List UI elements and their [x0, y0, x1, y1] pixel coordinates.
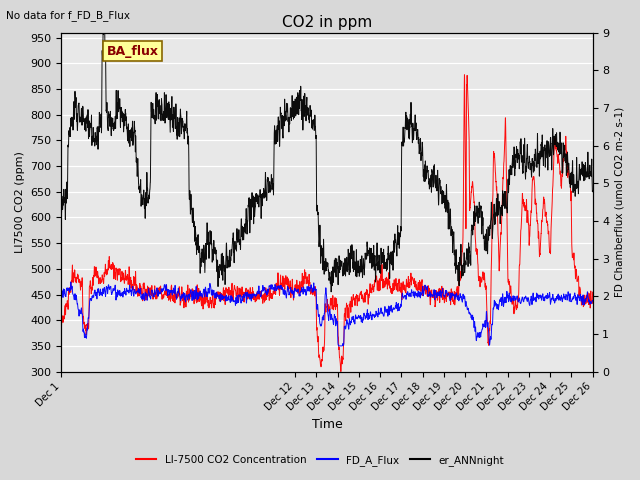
Legend: LI-7500 CO2 Concentration, FD_A_Flux, er_ANNnight: LI-7500 CO2 Concentration, FD_A_Flux, er…: [131, 451, 509, 470]
Text: BA_flux: BA_flux: [106, 45, 159, 58]
Y-axis label: FD Chamberflux (umol CO2 m-2 s-1): FD Chamberflux (umol CO2 m-2 s-1): [615, 107, 625, 297]
Title: CO2 in ppm: CO2 in ppm: [282, 15, 372, 30]
X-axis label: Time: Time: [312, 419, 342, 432]
Y-axis label: LI7500 CO2 (ppm): LI7500 CO2 (ppm): [15, 151, 25, 253]
Text: No data for f_FD_B_Flux: No data for f_FD_B_Flux: [6, 10, 131, 21]
